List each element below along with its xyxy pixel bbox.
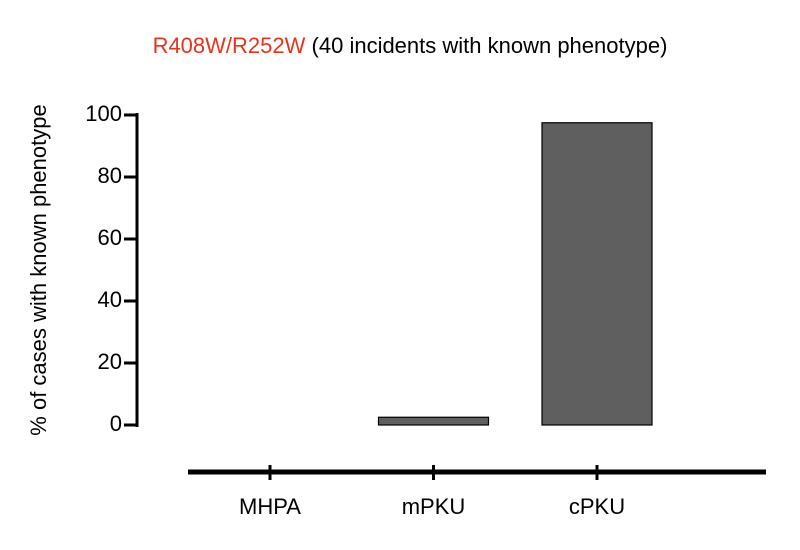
title-mutation: R408W/R252W	[153, 33, 306, 58]
y-tick-label: 0	[110, 411, 122, 436]
chart-title: R408W/R252W (40 incidents with known phe…	[153, 33, 668, 58]
bar	[377, 416, 490, 426]
y-tick-label: 60	[98, 225, 122, 250]
y-tick-label: 80	[98, 163, 122, 188]
x-tick-label: cPKU	[569, 494, 625, 519]
y-tick-label: 20	[98, 349, 122, 374]
y-axis-label: % of cases with known phenotype	[26, 104, 51, 435]
bar	[541, 122, 653, 426]
y-tick-label: 100	[85, 101, 122, 126]
y-tick-label: 40	[98, 287, 122, 312]
x-tick-label: MHPA	[239, 494, 301, 519]
title-rest: (40 incidents with known phenotype)	[312, 33, 668, 58]
x-tick-label: mPKU	[402, 494, 466, 519]
